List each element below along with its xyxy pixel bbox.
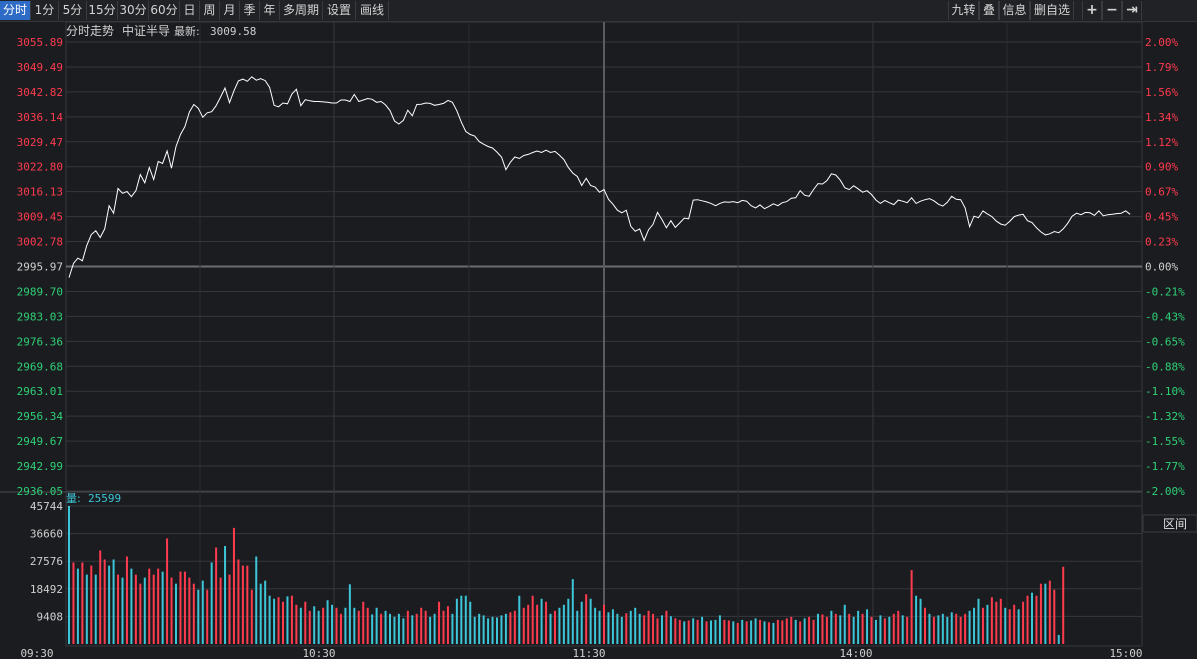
- time-tick-label: 09:30: [20, 647, 53, 659]
- percent-tick-label: -0.88%: [1145, 360, 1185, 373]
- info-button[interactable]: 信息: [999, 1, 1030, 20]
- percent-tick-label: 1.34%: [1145, 111, 1178, 124]
- percent-tick-label: 2.00%: [1145, 36, 1178, 49]
- latest-label: 最新:: [174, 24, 200, 38]
- percent-tick-label: 0.23%: [1145, 236, 1178, 249]
- percent-tick-label: -1.32%: [1145, 410, 1185, 423]
- period-tab-10[interactable]: 年: [260, 1, 280, 20]
- info-icon: 信息: [1002, 3, 1027, 17]
- price-tick-label: 2956.34: [17, 410, 64, 423]
- price-tick-label: 3042.82: [17, 86, 63, 99]
- zoom-in-icon: +: [1086, 2, 1098, 18]
- price-tick-label: 3049.49: [17, 61, 63, 74]
- volume-latest: 25599: [88, 492, 121, 505]
- period-tab-1[interactable]: 1分: [31, 1, 59, 20]
- chart-header: 分时走势 中证半导 最新: 3009.58: [66, 23, 256, 38]
- price-tick-label: 2963.01: [17, 385, 63, 398]
- percent-tick-label: 0.45%: [1145, 211, 1178, 224]
- price-tick-label: 2936.05: [17, 485, 63, 498]
- volume-tick-label: 45744: [30, 500, 63, 513]
- period-tab-3[interactable]: 15分: [87, 1, 118, 20]
- index-name: 中证半导: [122, 23, 170, 38]
- zone-button-label[interactable]: 区间: [1163, 517, 1187, 531]
- period-tab-13[interactable]: 画线: [356, 1, 389, 20]
- percent-tick-label: -2.00%: [1145, 485, 1185, 498]
- overlay-icon: 叠: [982, 3, 995, 17]
- intraday-chart: 3055.89 3049.49 3042.82 3036.14 3029.47 3022.…: [0, 22, 1197, 659]
- volume-axis: 45744 36660 27576 18492 9408: [30, 500, 63, 623]
- nine-turn-icon: 九转: [951, 3, 976, 17]
- percent-tick-label: 0.90%: [1145, 161, 1178, 174]
- percent-tick-label: -1.77%: [1145, 460, 1185, 473]
- zone-button[interactable]: 区间: [1142, 514, 1197, 533]
- period-tab-2[interactable]: 5分: [59, 1, 87, 20]
- overlay-button[interactable]: 叠: [979, 1, 999, 20]
- price-tick-label: 3055.89: [17, 36, 63, 49]
- zoom-out-button[interactable]: −: [1102, 1, 1122, 20]
- time-tick-label: 10:30: [302, 647, 335, 659]
- price-tick-label: 3002.78: [17, 236, 63, 249]
- nine-turn-button[interactable]: 九转: [948, 1, 979, 20]
- price-tick-label: 2976.36: [17, 335, 63, 348]
- price-tick-label: 3022.80: [17, 161, 63, 174]
- collapse-panel-icon: ⇥: [1126, 2, 1138, 18]
- percent-tick-label: 0.67%: [1145, 186, 1178, 199]
- time-tick-label: 15:00: [1109, 647, 1142, 659]
- volume-bars: [68, 506, 1065, 644]
- chart-grid: [0, 22, 1143, 647]
- price-tick-label: 3016.13: [17, 186, 63, 199]
- remove-favorite-button[interactable]: 删自选: [1030, 1, 1074, 20]
- period-toolbar: 分时 1分 5分 15分 30分 60分日周月季年多周期 设置 画线 九转叠信息 删自选 + − ⇥: [0, 0, 1197, 22]
- zoom-out-icon: −: [1106, 2, 1118, 18]
- price-tick-label: 2983.03: [17, 310, 63, 323]
- period-tab-9[interactable]: 季: [240, 1, 260, 20]
- price-tick-label: 3029.47: [17, 136, 63, 149]
- collapse-panel-button[interactable]: ⇥: [1122, 1, 1142, 20]
- percent-tick-label: -1.10%: [1145, 385, 1185, 398]
- period-tab-11[interactable]: 多周期: [280, 1, 323, 20]
- price-tick-label: 2989.70: [17, 285, 63, 298]
- price-tick-label: 3036.14: [17, 111, 64, 124]
- percent-tick-label: -0.43%: [1145, 310, 1185, 323]
- time-tick-label: 14:00: [839, 647, 872, 659]
- chart-title: 分时走势: [66, 24, 114, 38]
- volume-header: 量: 25599: [66, 492, 121, 505]
- price-tick-label: 2995.97: [17, 261, 63, 274]
- time-tick-label: 11:30: [572, 647, 605, 659]
- percent-tick-label: -1.55%: [1145, 435, 1185, 448]
- percent-tick-label: -0.65%: [1145, 335, 1185, 348]
- period-tab-0[interactable]: 分时: [0, 1, 31, 20]
- chart-frame: [65, 22, 1143, 647]
- period-tab-5[interactable]: 60分: [149, 1, 180, 20]
- latest-value: 3009.58: [210, 25, 256, 38]
- period-tab-6[interactable]: 日: [180, 1, 200, 20]
- period-tab-8[interactable]: 月: [220, 1, 240, 20]
- remove-favorite-icon: 删自选: [1033, 3, 1070, 17]
- volume-tick-label: 27576: [30, 555, 63, 568]
- percent-tick-label: 0.00%: [1145, 261, 1178, 274]
- price-axis: 3055.89 3049.49 3042.82 3036.14 3029.47 3022.…: [17, 36, 64, 498]
- percent-tick-label: -0.21%: [1145, 285, 1185, 298]
- percent-axis: 2.00% 1.79% 1.56% 1.34% 1.12% 0.90% 0.67% 0.45%…: [1145, 36, 1185, 498]
- price-tick-label: 2969.68: [17, 360, 63, 373]
- price-tick-label: 2942.99: [17, 460, 63, 473]
- zoom-in-button[interactable]: +: [1082, 1, 1102, 20]
- volume-tick-label: 36660: [30, 528, 63, 541]
- period-tab-12[interactable]: 设置: [323, 1, 356, 20]
- period-tab-4[interactable]: 30分: [118, 1, 149, 20]
- price-tick-label: 3009.45: [17, 211, 63, 224]
- volume-tick-label: 9408: [37, 610, 64, 623]
- price-tick-label: 2949.67: [17, 435, 63, 448]
- percent-tick-label: 1.56%: [1145, 86, 1178, 99]
- percent-tick-label: 1.79%: [1145, 61, 1178, 74]
- period-tab-7[interactable]: 周: [200, 1, 220, 20]
- volume-label: 量:: [66, 492, 81, 505]
- time-axis: 09:30 10:30 11:30 14:00 15:00: [20, 647, 1142, 659]
- percent-tick-label: 1.12%: [1145, 136, 1178, 149]
- price-line: [68, 76, 1131, 278]
- volume-tick-label: 18492: [30, 583, 63, 596]
